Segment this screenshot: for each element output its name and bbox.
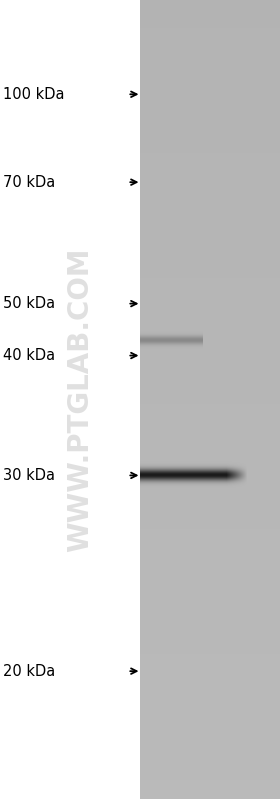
Text: 100 kDa: 100 kDa (3, 87, 64, 101)
Text: 30 kDa: 30 kDa (3, 468, 55, 483)
Text: 70 kDa: 70 kDa (3, 175, 55, 189)
Text: 40 kDa: 40 kDa (3, 348, 55, 363)
Text: WWW.PTGLAB.COM: WWW.PTGLAB.COM (66, 247, 94, 552)
Text: 20 kDa: 20 kDa (3, 664, 55, 678)
Text: 50 kDa: 50 kDa (3, 296, 55, 311)
